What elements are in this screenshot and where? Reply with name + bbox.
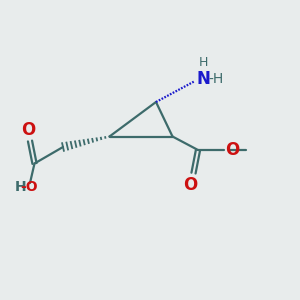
Text: H: H <box>14 180 26 194</box>
Text: -O: -O <box>20 180 38 194</box>
Text: O: O <box>183 176 198 194</box>
Text: H: H <box>199 56 208 69</box>
Text: -H: -H <box>208 72 223 86</box>
Text: O: O <box>21 121 35 139</box>
Text: O: O <box>225 141 239 159</box>
Text: N: N <box>197 70 211 88</box>
